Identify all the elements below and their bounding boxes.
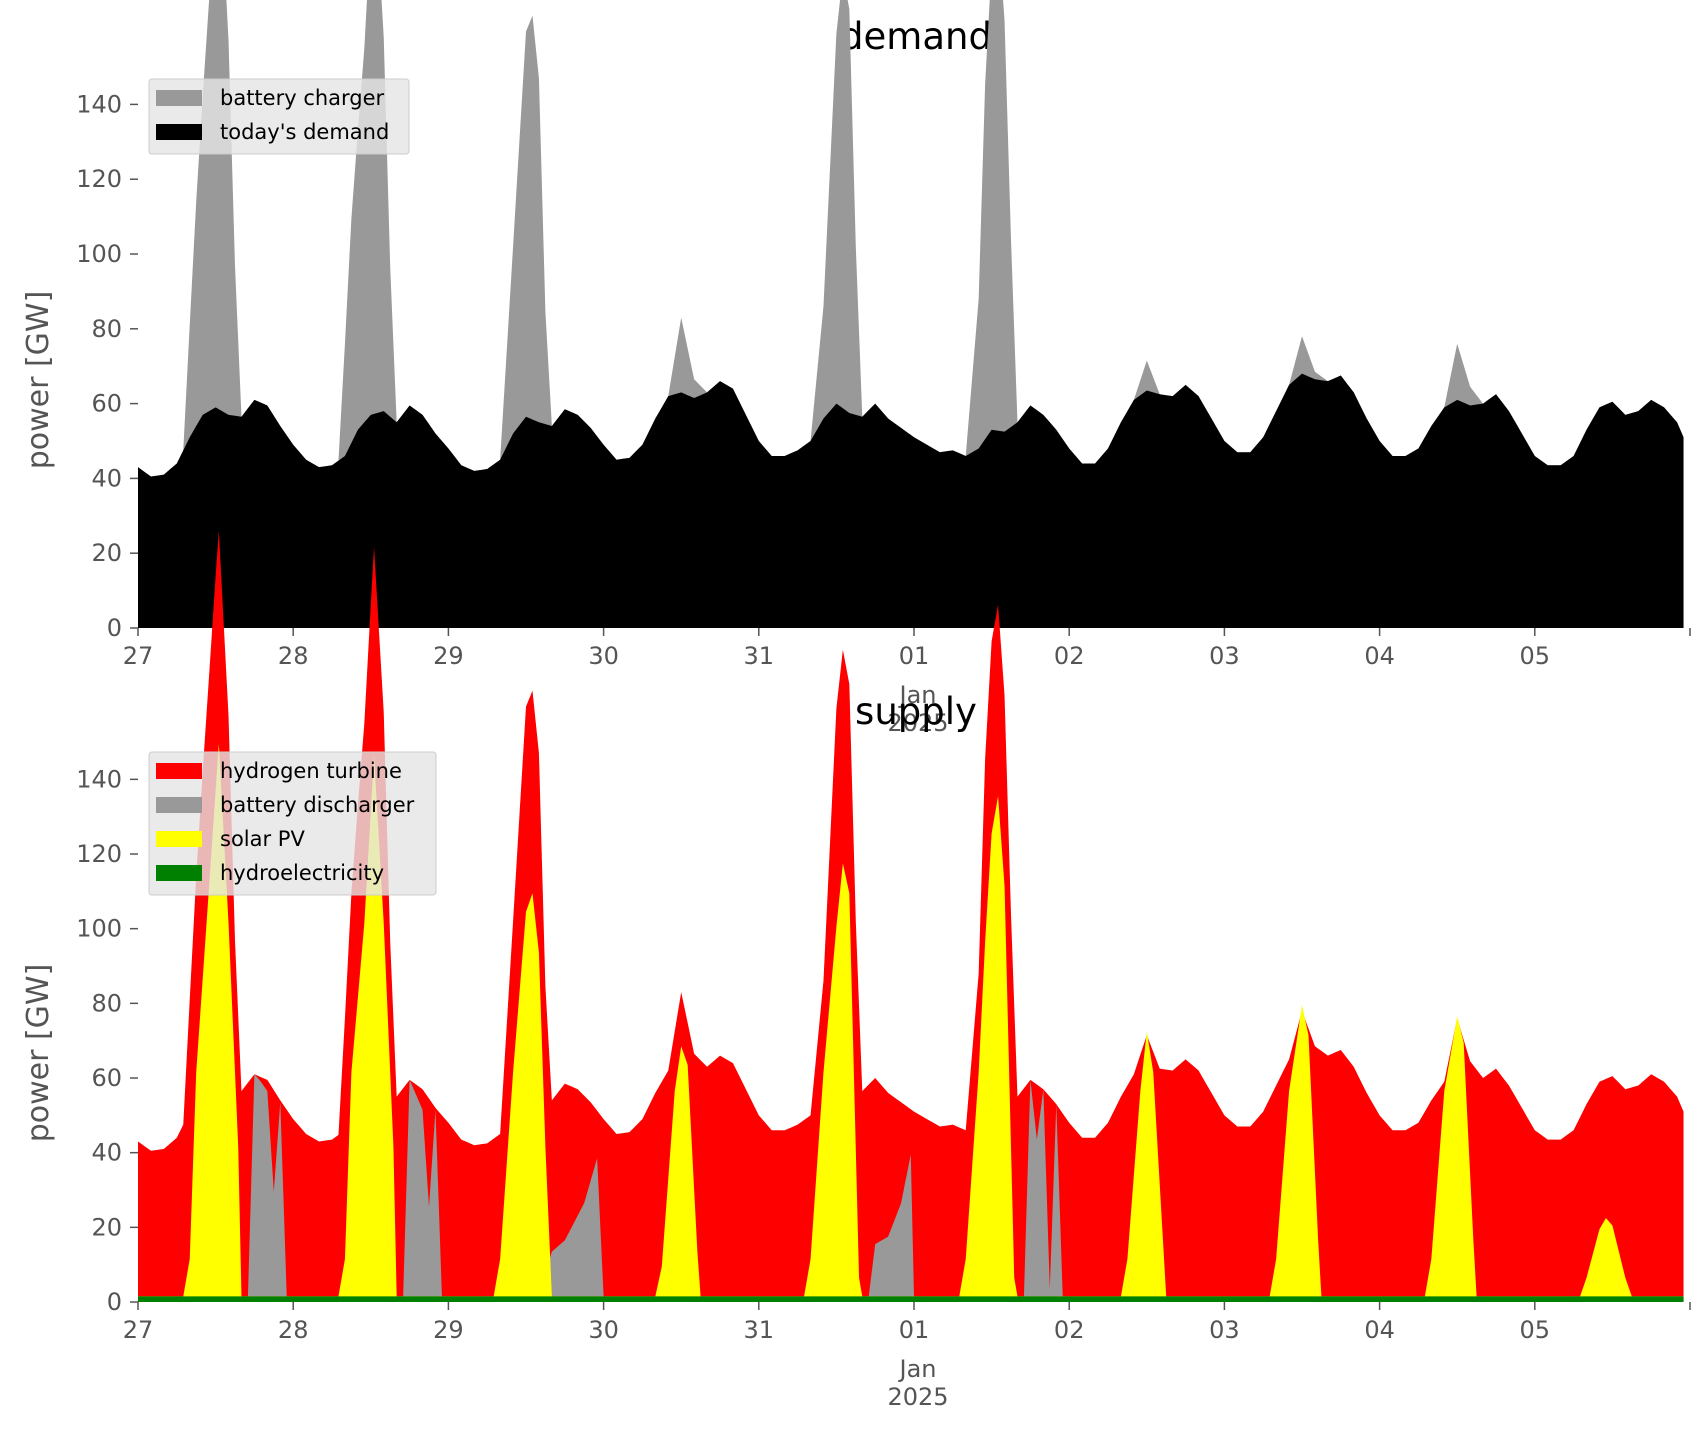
supply-areas: [138, 531, 1684, 1302]
y-tick-label: 100: [76, 240, 122, 268]
x-tick-label: 27: [123, 642, 154, 670]
y-tick-label: 40: [91, 1139, 122, 1167]
legend-swatch-todays-demand: [156, 124, 202, 140]
supply-x-year-label: 2025: [887, 1383, 948, 1411]
x-tick-label: 03: [1209, 1316, 1240, 1344]
x-tick-label: 29: [433, 642, 464, 670]
legend-label-battery-charger: battery charger: [220, 86, 385, 110]
x-tick-label: 28: [278, 642, 309, 670]
y-tick-label: 120: [76, 165, 122, 193]
area-todays-demand: [138, 373, 1684, 628]
demand-y-axis-label: power [GW]: [21, 291, 56, 470]
y-tick-label: 120: [76, 840, 122, 868]
demand-panel: demand 0 20 40 60 80 100 120 140 27 28 29 30 31 01 02…: [21, 0, 1691, 737]
demand-x-month-label: Jan: [898, 681, 937, 709]
x-tick-label: 04: [1364, 1316, 1395, 1344]
supply-y-ticks: 0 20 40 60 80 100 120 140: [76, 765, 138, 1316]
y-tick-label: 0: [107, 1288, 122, 1316]
y-tick-label: 100: [76, 915, 122, 943]
x-tick-label: 30: [588, 642, 619, 670]
supply-x-ticks: 27 28 29 30 31 01 02 03 04 05: [123, 1302, 1691, 1344]
y-tick-label: 140: [76, 765, 122, 793]
x-tick-label: 28: [278, 1316, 309, 1344]
supply-y-axis-label: power [GW]: [21, 964, 56, 1143]
y-tick-label: 80: [91, 989, 122, 1017]
legend-swatch-hydroelectricity: [156, 865, 202, 881]
legend-label-hydrogen-turbine: hydrogen turbine: [220, 759, 402, 783]
x-tick-label: 04: [1364, 642, 1395, 670]
demand-y-ticks: 0 20 40 60 80 100 120 140: [76, 90, 138, 642]
x-tick-label: 05: [1520, 1316, 1551, 1344]
x-tick-label: 05: [1520, 642, 1551, 670]
x-tick-label: 31: [744, 642, 775, 670]
x-tick-label: 27: [123, 1316, 154, 1344]
supply-title: supply: [855, 690, 977, 733]
y-tick-label: 20: [91, 539, 122, 567]
legend-label-hydroelectricity: hydroelectricity: [220, 861, 384, 885]
legend-label-battery-discharger: battery discharger: [220, 793, 415, 817]
y-tick-label: 40: [91, 464, 122, 492]
y-tick-label: 80: [91, 315, 122, 343]
demand-legend: battery charger today's demand: [148, 78, 410, 155]
y-tick-label: 0: [107, 614, 122, 642]
supply-x-month-label: Jan: [898, 1355, 937, 1383]
x-tick-label: 01: [899, 1316, 930, 1344]
legend-swatch-solar-pv: [156, 831, 202, 847]
demand-x-year-label: 2025: [887, 709, 948, 737]
legend-swatch-battery-charger: [156, 90, 202, 106]
y-tick-label: 60: [91, 390, 122, 418]
area-battery-discharger: [138, 1074, 1684, 1302]
demand-x-ticks: 27 28 29 30 31 01 02 03 04 05: [123, 628, 1691, 670]
x-tick-label: 30: [588, 1316, 619, 1344]
y-tick-label: 60: [91, 1064, 122, 1092]
legend-label-solar-pv: solar PV: [220, 827, 305, 851]
legend-swatch-battery-discharger: [156, 797, 202, 813]
area-solar-pv: [138, 743, 1684, 1302]
supply-legend: hydrogen turbine battery discharger sola…: [148, 751, 437, 896]
legend-swatch-hydrogen-turbine: [156, 763, 202, 779]
x-tick-label: 31: [744, 1316, 775, 1344]
x-tick-label: 01: [899, 642, 930, 670]
area-hydroelectricity: [138, 1296, 1684, 1302]
x-tick-label: 03: [1209, 642, 1240, 670]
legend-label-todays-demand: today's demand: [220, 120, 389, 144]
x-tick-label: 02: [1054, 1316, 1085, 1344]
demand-title: demand: [840, 15, 992, 58]
x-tick-label: 29: [433, 1316, 464, 1344]
demand-areas: [138, 0, 1684, 628]
x-tick-label: 02: [1054, 642, 1085, 670]
y-tick-label: 20: [91, 1213, 122, 1241]
y-tick-label: 140: [76, 90, 122, 118]
